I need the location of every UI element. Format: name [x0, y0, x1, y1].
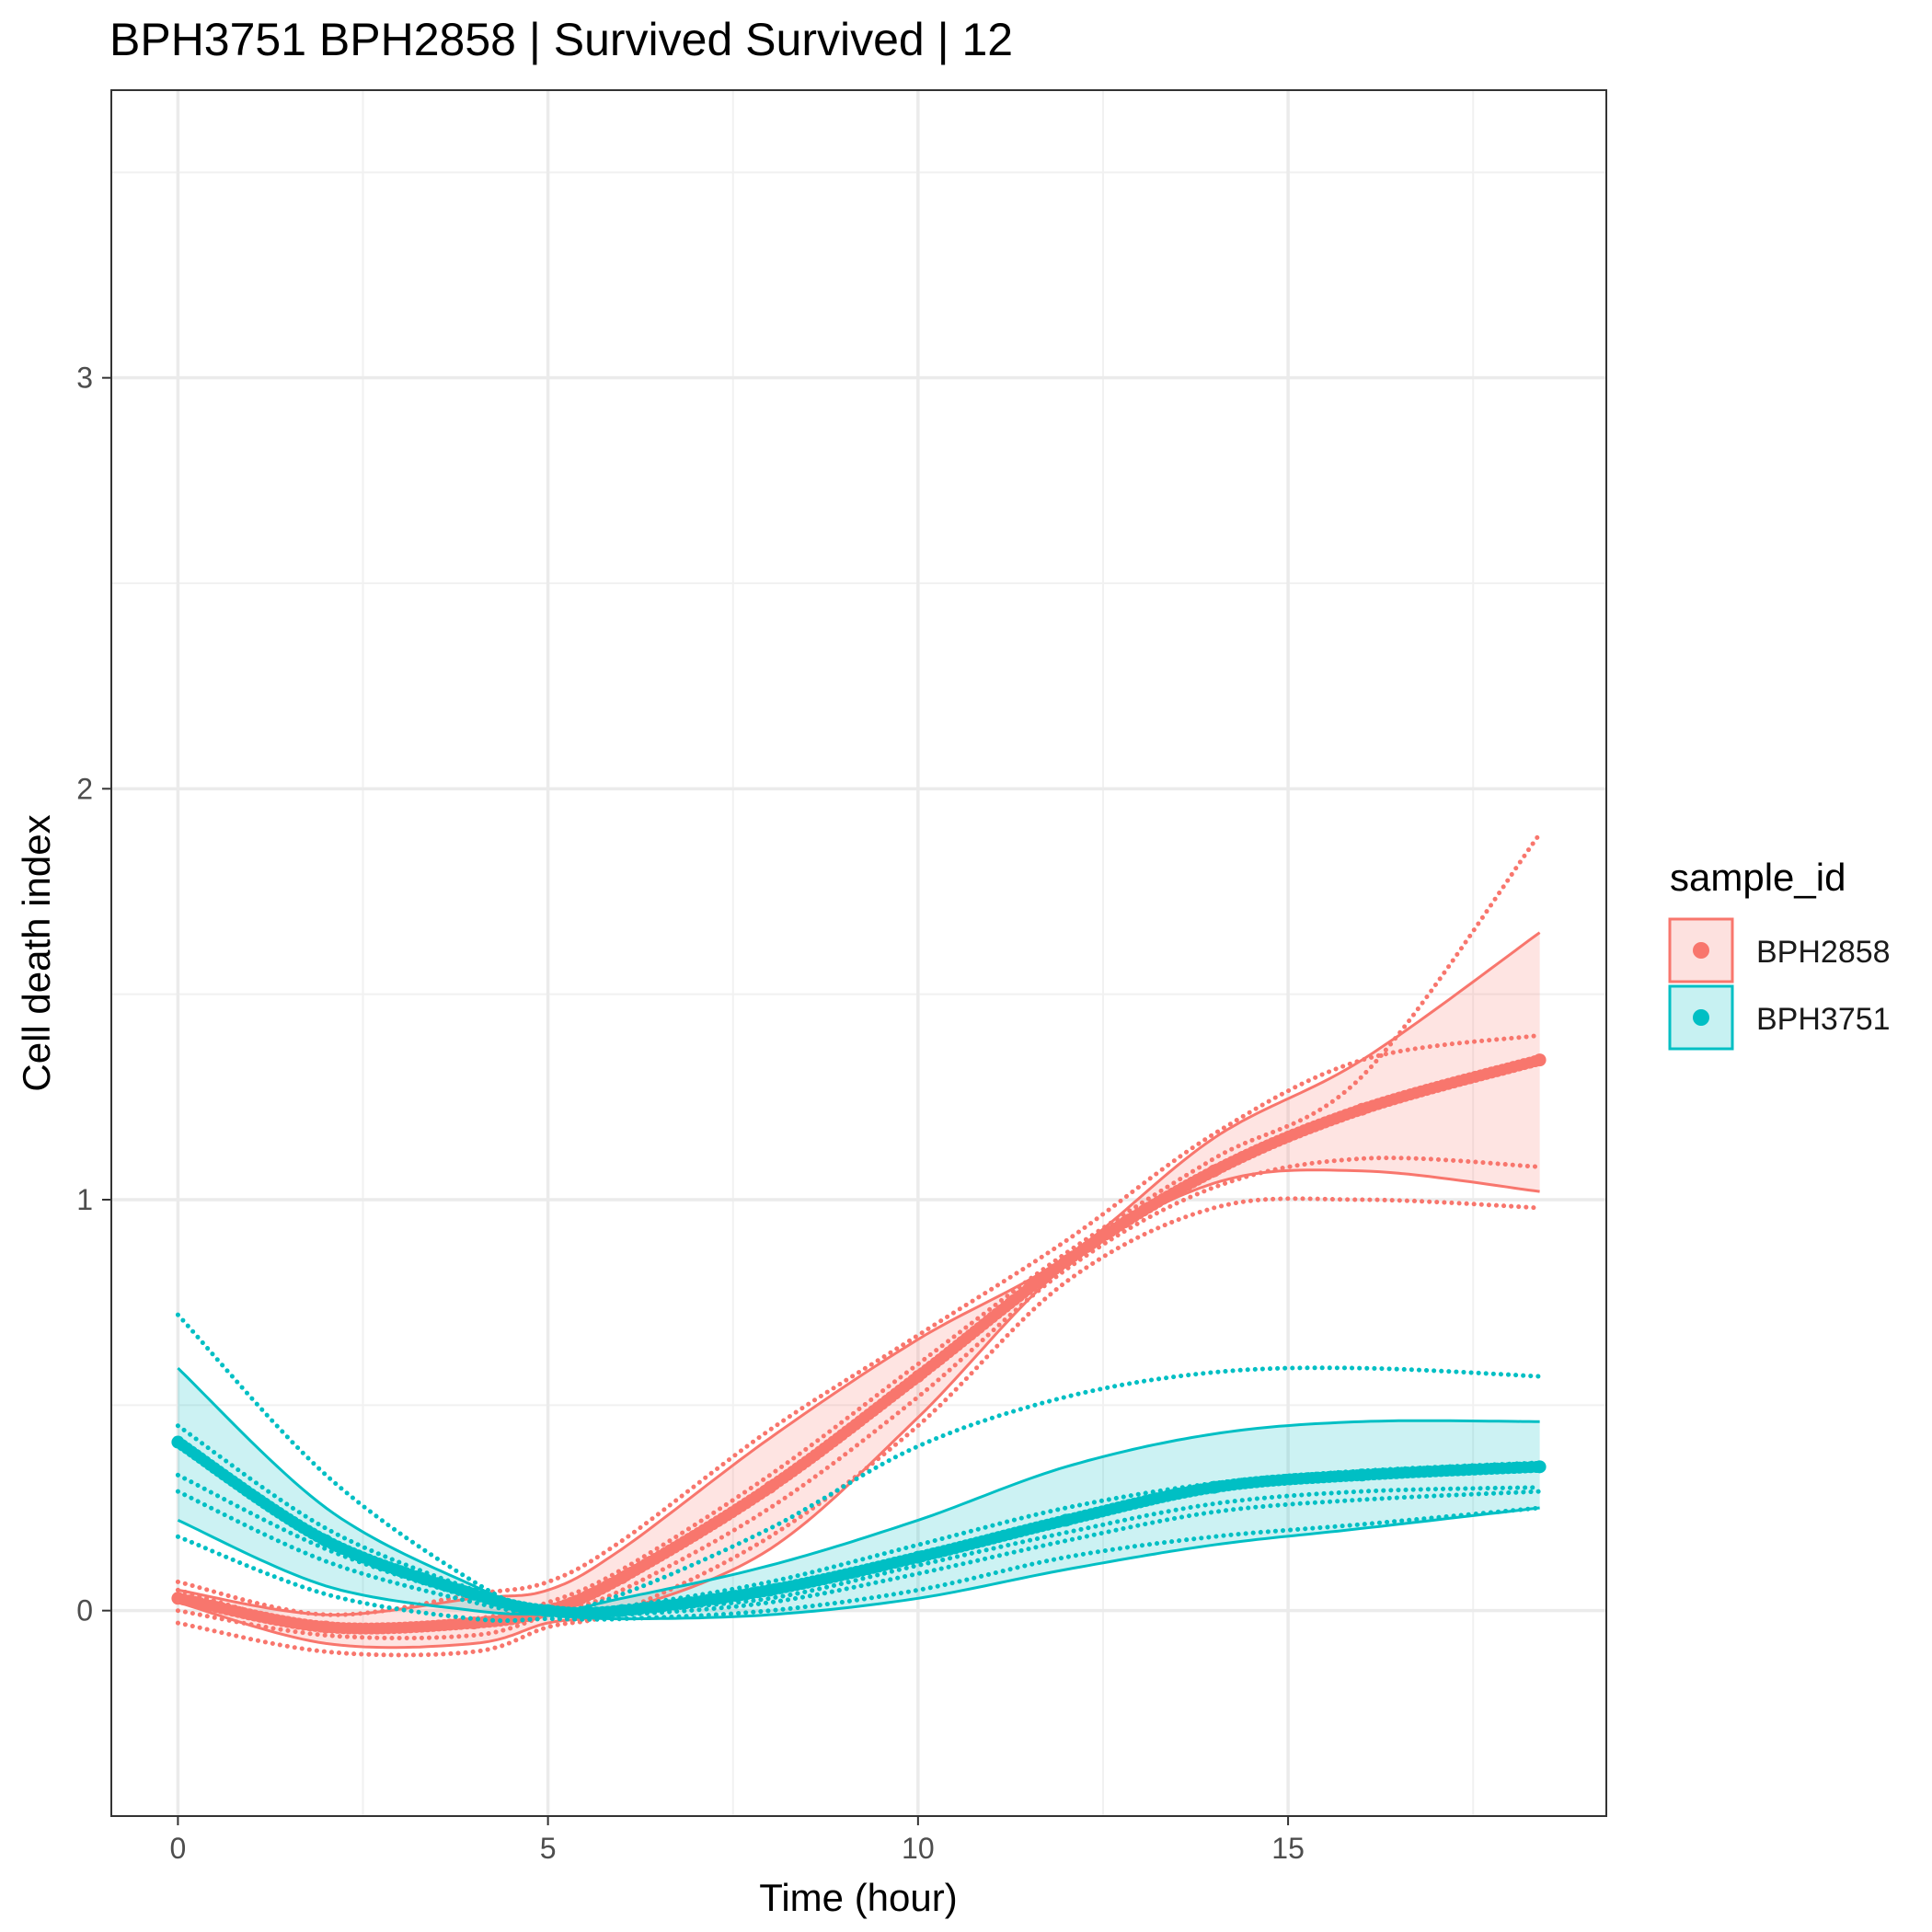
mean-point-bph2858 [1059, 1255, 1073, 1268]
mean-point-bph3751 [467, 1587, 481, 1601]
mean-point-bph2858 [615, 1570, 629, 1584]
ci-lower-line-bph3751 [177, 1506, 1540, 1621]
legend: sample_id BPH2858 BPH3751 [1668, 856, 1891, 1051]
mean-point-bph3751 [319, 1534, 333, 1547]
y-tick-label: 2 [76, 772, 93, 805]
mean-point-bph2858 [1355, 1102, 1369, 1116]
mean-point-bph2858 [911, 1370, 925, 1384]
mean-point-bph3751 [171, 1435, 185, 1449]
replicate-line-bph3751-5 [175, 1505, 1543, 1624]
replicate-line-bph3751-1 [175, 1312, 1543, 1614]
mean-point-bph3751 [1355, 1468, 1369, 1482]
mean-point-bph3751 [541, 1604, 555, 1617]
ci-upper-line-bph3751 [177, 1367, 1540, 1613]
y-axis: 0 1 2 3 [76, 362, 111, 1627]
legend-item-bph3751: BPH3751 [1668, 984, 1891, 1051]
x-axis: 0 5 10 15 [170, 1816, 1305, 1865]
replicate-line-bph2858-3 [175, 1156, 1543, 1640]
mean-point-bph3751 [1059, 1513, 1073, 1527]
replicate-line-bph2858-4 [175, 1196, 1543, 1658]
legend-dot-bph2858 [1693, 942, 1709, 959]
legend-dot-bph3751 [1693, 1009, 1709, 1026]
y-tick-label: 3 [76, 362, 93, 395]
panel-border [110, 89, 1607, 1817]
replicate-line-bph2858-1 [175, 1032, 1543, 1617]
y-tick-label: 1 [76, 1183, 93, 1216]
y-tick-label: 0 [76, 1594, 93, 1627]
x-tick-label: 5 [540, 1832, 557, 1865]
chart-title: BPH3751 BPH2858 | Survived Survived | 12 [109, 14, 1013, 65]
y-axis-label: Cell death index [15, 814, 58, 1091]
mean-point-bph3751 [615, 1604, 629, 1617]
x-axis-label: Time (hour) [759, 1876, 957, 1919]
mean-point-bph2858 [763, 1480, 776, 1494]
x-tick-label: 15 [1271, 1832, 1305, 1865]
legend-title: sample_id [1670, 856, 1846, 899]
x-tick-label: 0 [170, 1832, 187, 1865]
mean-point-bph3751 [911, 1550, 925, 1564]
mean-point-bph2858 [1207, 1164, 1221, 1178]
replicate-line-bph2858-2 [175, 832, 1543, 1631]
legend-label-bph3751: BPH3751 [1756, 1002, 1891, 1037]
mean-point-bph2858 [171, 1592, 185, 1605]
replicate-line-bph3751-4 [175, 1489, 1543, 1619]
legend-label-bph2858: BPH2858 [1756, 935, 1891, 970]
mean-point-bph3751 [1207, 1480, 1221, 1494]
mean-point-bph2858 [1533, 1053, 1547, 1067]
mean-point-bph2858 [319, 1620, 333, 1634]
mean-point-bph3751 [1533, 1460, 1547, 1474]
mean-point-bph3751 [763, 1583, 776, 1597]
legend-item-bph2858: BPH2858 [1668, 917, 1891, 983]
series-lines [171, 832, 1547, 1658]
x-tick-label: 10 [902, 1832, 935, 1865]
